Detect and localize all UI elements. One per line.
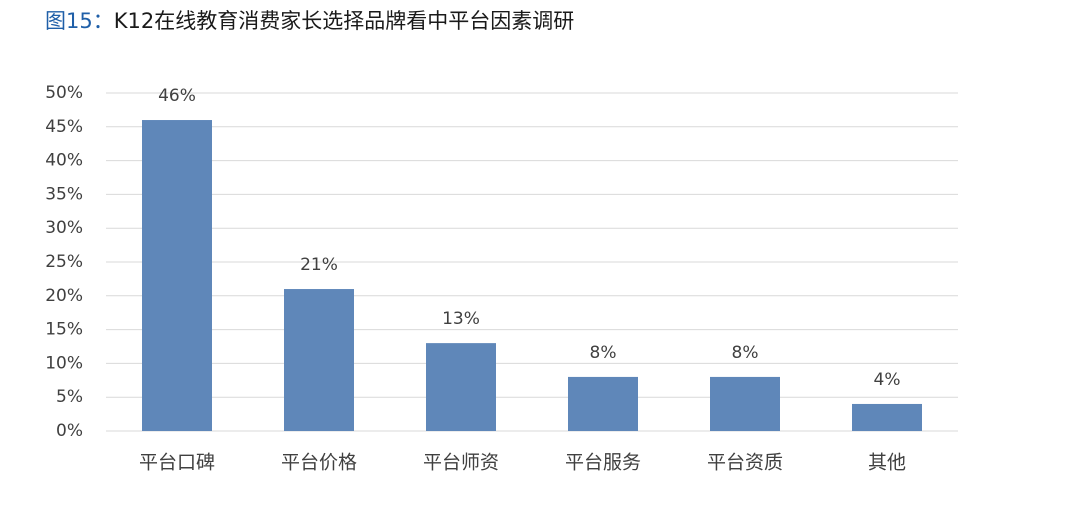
figure-label: 图15： (45, 9, 114, 33)
y-tick-label: 40% (45, 151, 83, 171)
x-tick-label: 平台师资 (423, 452, 499, 474)
y-tick-label: 25% (45, 252, 83, 272)
value-label: 4% (874, 370, 901, 390)
x-tick-label: 平台资质 (707, 452, 783, 474)
y-tick-label: 50% (45, 83, 83, 103)
x-tick-label: 其他 (868, 452, 906, 474)
x-tick-label: 平台价格 (281, 452, 357, 474)
value-label: 8% (590, 343, 617, 363)
y-tick-label: 45% (45, 117, 83, 137)
y-tick-label: 20% (45, 286, 83, 306)
bar (852, 403, 922, 431)
y-tick-label: 5% (56, 387, 83, 407)
value-label: 13% (442, 309, 480, 329)
y-tick-label: 15% (45, 320, 83, 340)
bar (284, 289, 354, 431)
title-text: K12在线教育消费家长选择品牌看中平台因素调研 (114, 9, 575, 33)
x-tick-label: 平台口碑 (139, 452, 215, 474)
y-tick-label: 10% (45, 353, 83, 373)
y-tick-label: 35% (45, 184, 83, 204)
bar (710, 376, 780, 431)
value-label: 21% (300, 255, 338, 275)
bar (426, 343, 496, 431)
x-tick-label: 平台服务 (565, 452, 641, 474)
bar (568, 376, 638, 431)
value-label: 8% (732, 343, 759, 363)
y-tick-label: 0% (56, 421, 83, 441)
bar (142, 120, 212, 431)
value-label: 46% (158, 86, 196, 106)
y-tick-label: 30% (45, 218, 83, 238)
chart-title: 图15：K12在线教育消费家长选择品牌看中平台因素调研 (45, 9, 574, 33)
